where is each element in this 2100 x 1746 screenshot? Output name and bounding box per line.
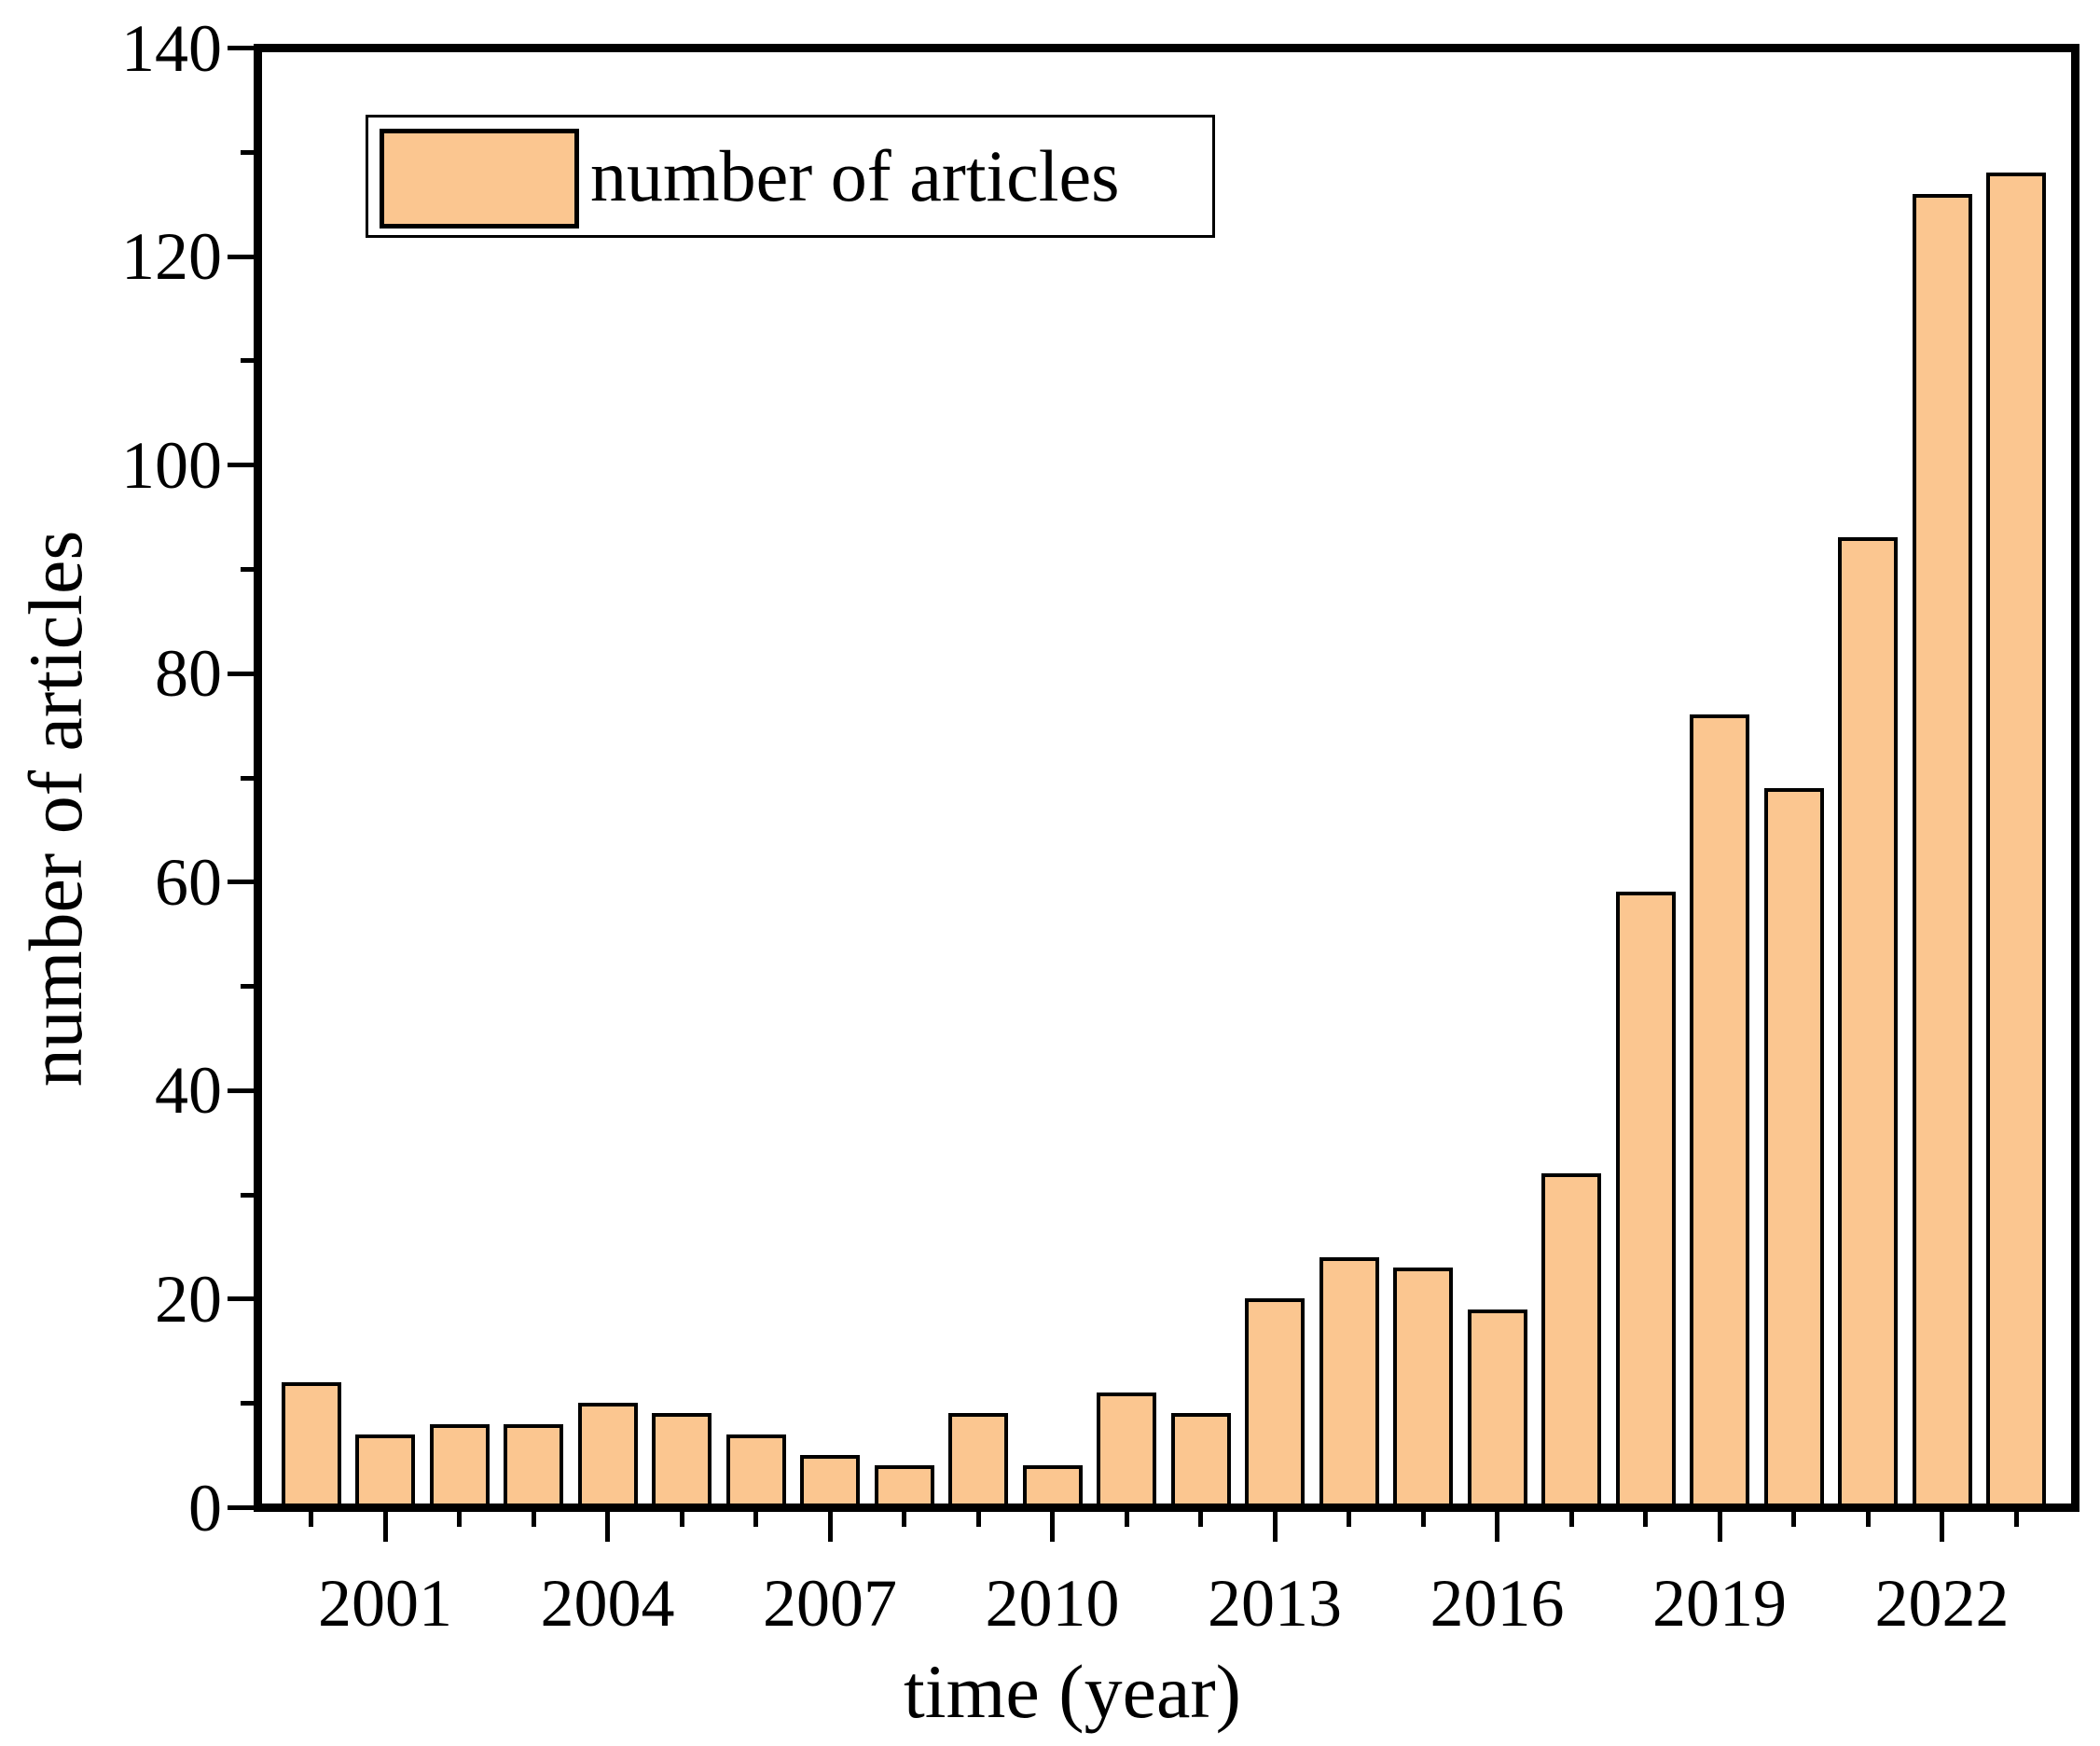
legend: number of articles <box>366 115 1215 238</box>
y-major-tick-100 <box>228 463 254 468</box>
legend-label: number of articles <box>590 135 1120 216</box>
bar-2006 <box>725 1434 786 1510</box>
bar-2014 <box>1319 1256 1379 1510</box>
bar-2007 <box>800 1455 860 1510</box>
bar-2021 <box>1838 537 1898 1510</box>
x-major-tick-2016 <box>1495 1512 1499 1542</box>
x-minor-tick-2018 <box>1643 1512 1648 1527</box>
x-major-tick-2004 <box>605 1512 610 1542</box>
y-tick-label-80: 80 <box>155 636 222 712</box>
y-tick-label-140: 140 <box>121 10 222 86</box>
x-minor-tick-2003 <box>531 1512 536 1527</box>
y-minor-tick-130 <box>241 149 254 155</box>
bar-2013 <box>1245 1298 1305 1510</box>
bar-2005 <box>652 1413 712 1510</box>
bar-2017 <box>1541 1173 1601 1510</box>
y-minor-tick-70 <box>241 775 254 781</box>
x-minor-tick-2008 <box>902 1512 906 1527</box>
y-tick-label-60: 60 <box>155 844 222 920</box>
x-minor-tick-2005 <box>679 1512 684 1527</box>
x-minor-tick-2000 <box>309 1512 313 1527</box>
x-tick-label-2019: 2019 <box>1652 1566 1787 1641</box>
bar-2000 <box>281 1381 341 1510</box>
x-minor-tick-2021 <box>1865 1512 1871 1527</box>
x-tick-label-2001: 2001 <box>318 1566 452 1641</box>
y-minor-tick-90 <box>241 566 254 572</box>
x-major-tick-2010 <box>1050 1512 1055 1542</box>
x-major-tick-2007 <box>827 1512 833 1542</box>
x-major-tick-2013 <box>1272 1512 1278 1542</box>
y-tick-label-40: 40 <box>155 1053 222 1129</box>
x-minor-tick-2012 <box>1198 1512 1203 1527</box>
x-minor-tick-2002 <box>457 1512 462 1527</box>
y-tick-label-0: 0 <box>188 1470 222 1545</box>
y-tick-label-120: 120 <box>121 219 222 295</box>
x-tick-label-2007: 2007 <box>763 1566 897 1641</box>
y-major-tick-140 <box>228 46 254 50</box>
x-tick-label-2013: 2013 <box>1208 1566 1342 1641</box>
x-minor-tick-2015 <box>1420 1512 1426 1527</box>
bar-2016 <box>1467 1309 1527 1510</box>
y-tick-label-20: 20 <box>155 1261 222 1337</box>
bar-2003 <box>504 1423 563 1510</box>
y-minor-tick-10 <box>241 1401 254 1406</box>
x-minor-tick-2023 <box>2013 1512 2019 1527</box>
y-minor-tick-30 <box>241 1192 254 1198</box>
bar-2001 <box>355 1434 415 1510</box>
x-tick-label-2016: 2016 <box>1430 1566 1565 1641</box>
bar-2011 <box>1097 1393 1156 1510</box>
y-minor-tick-50 <box>241 984 254 990</box>
x-major-tick-2001 <box>382 1512 388 1542</box>
y-major-tick-60 <box>228 880 254 885</box>
bar-2009 <box>948 1413 1008 1510</box>
x-tick-label-2004: 2004 <box>540 1566 675 1641</box>
y-tick-label-100: 100 <box>121 427 222 503</box>
y-major-tick-120 <box>228 254 254 259</box>
x-minor-tick-2020 <box>1791 1512 1796 1527</box>
x-minor-tick-2009 <box>975 1512 981 1527</box>
x-tick-label-2022: 2022 <box>1874 1566 2010 1641</box>
x-minor-tick-2014 <box>1347 1512 1351 1527</box>
y-major-tick-80 <box>228 671 254 676</box>
x-minor-tick-2011 <box>1124 1512 1129 1527</box>
x-major-tick-2022 <box>1940 1512 1944 1542</box>
y-major-tick-40 <box>228 1088 254 1093</box>
bar-2012 <box>1170 1413 1231 1510</box>
y-major-tick-20 <box>228 1296 254 1302</box>
x-tick-label-2010: 2010 <box>985 1566 1120 1641</box>
x-major-tick-2019 <box>1717 1512 1722 1542</box>
bar-2008 <box>874 1465 934 1510</box>
bar-2019 <box>1690 714 1749 1510</box>
x-minor-tick-2017 <box>1568 1512 1574 1527</box>
bar-2018 <box>1615 892 1676 1510</box>
x-axis-title: time (year) <box>904 1649 1241 1734</box>
y-minor-tick-110 <box>241 358 254 364</box>
bar-2020 <box>1763 787 1824 1510</box>
x-minor-tick-2006 <box>753 1512 758 1527</box>
y-axis-title: number of articles <box>13 530 98 1088</box>
bar-2015 <box>1393 1267 1453 1510</box>
y-major-tick-0 <box>228 1505 254 1510</box>
legend-swatch <box>380 129 579 229</box>
bar-2010 <box>1022 1465 1083 1510</box>
bar-2002 <box>429 1423 490 1510</box>
bar-2004 <box>577 1403 638 1510</box>
bar-2022 <box>1912 193 1972 1510</box>
bar-2023 <box>1986 173 2046 1510</box>
